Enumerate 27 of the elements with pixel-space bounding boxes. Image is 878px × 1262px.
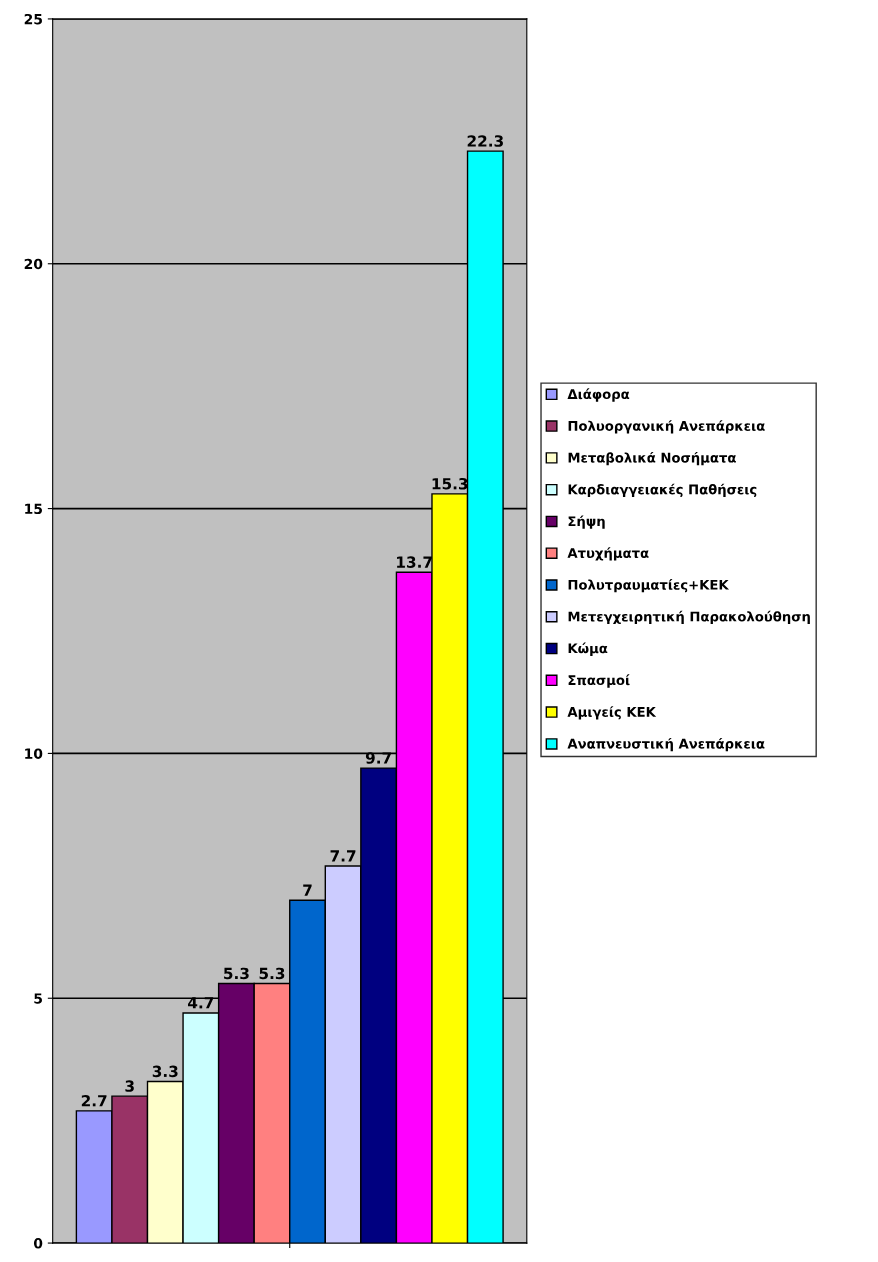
data-label: 2.7 bbox=[81, 1094, 107, 1107]
legend-label: Καρδιαγγειακές Παθήσεις bbox=[568, 483, 757, 497]
y-tick-label: 25 bbox=[24, 13, 42, 25]
legend-label: Μετεγχειρητική Παρακολούθηση bbox=[568, 610, 810, 625]
legend-label: Αμιγείς ΚΕΚ bbox=[567, 706, 657, 720]
y-tick-label: 0 bbox=[33, 1238, 43, 1249]
data-label: 3.3 bbox=[152, 1065, 178, 1078]
data-label: 15.3 bbox=[432, 477, 468, 490]
legend-label: Σπασμοί bbox=[568, 674, 630, 688]
data-label: 5.3 bbox=[224, 967, 249, 980]
legend-label: Ατυχήματα bbox=[567, 547, 649, 561]
legend-label: Διάφορα bbox=[567, 388, 630, 402]
data-label: 7 bbox=[303, 884, 312, 896]
legend-label: Πολυτραυματίες+ΚΕΚ bbox=[568, 579, 730, 593]
data-label: 22.3 bbox=[467, 135, 503, 147]
y-tick-label: 15 bbox=[25, 503, 42, 515]
data-label: 5.3 bbox=[259, 967, 285, 980]
data-label: 7.7 bbox=[330, 850, 356, 862]
y-tick-label: 20 bbox=[24, 258, 43, 270]
legend-label: Μεταβολικά Νοσήματα bbox=[568, 451, 736, 466]
legend-label: Αναπνευστική Ανεπάρκεια bbox=[567, 737, 765, 752]
legend-label: Σήψη bbox=[568, 515, 605, 529]
data-label: 3 bbox=[125, 1080, 134, 1092]
y-tick-label: 5 bbox=[34, 993, 42, 1004]
legend-label: Κώμα bbox=[568, 642, 608, 656]
legend-label: Πολυοργανική Ανεπάρκεια bbox=[568, 420, 765, 434]
y-tick-label: 10 bbox=[25, 748, 43, 759]
